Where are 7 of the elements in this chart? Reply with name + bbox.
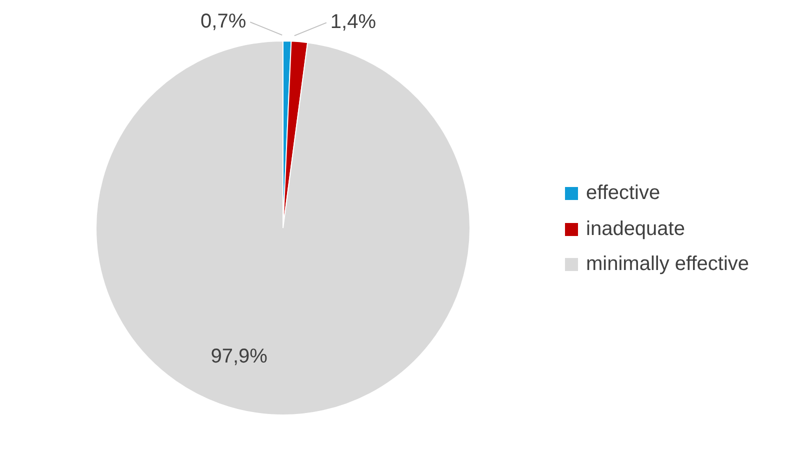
legend-label: inadequate [586, 218, 685, 241]
data-label: 97,9% [210, 346, 268, 368]
legend-label: effective [586, 182, 660, 206]
legend-label: minimally effective [586, 253, 750, 276]
data-label: 1,4% [330, 11, 376, 34]
data-label: 0,7% [200, 10, 246, 32]
pie-slice [96, 40, 470, 416]
